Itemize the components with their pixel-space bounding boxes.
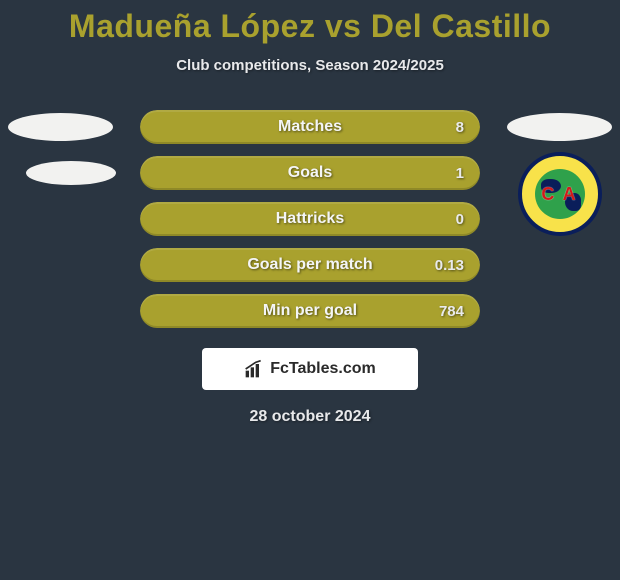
stat-label: Min per goal xyxy=(140,302,480,320)
stat-row: Goals per match 0.13 xyxy=(0,248,620,282)
stat-row: Matches 8 xyxy=(0,110,620,144)
stat-row: Hattricks 0 xyxy=(0,202,620,236)
date-label: 28 october 2024 xyxy=(0,408,620,426)
stat-label: Goals per match xyxy=(140,256,480,274)
stat-label: Goals xyxy=(140,164,480,182)
stat-bar: Goals 1 xyxy=(140,156,480,190)
stat-value: 1 xyxy=(456,165,464,182)
stat-value: 8 xyxy=(456,119,464,136)
brand-text: FcTables.com xyxy=(270,360,376,378)
stat-value: 0.13 xyxy=(435,257,464,274)
stat-bar: Matches 8 xyxy=(140,110,480,144)
stat-row: Goals 1 xyxy=(0,156,620,190)
stat-bar: Hattricks 0 xyxy=(140,202,480,236)
stat-bar: Goals per match 0.13 xyxy=(140,248,480,282)
infographic-root: Madueña López vs Del Castillo Club compe… xyxy=(0,0,620,426)
stat-row: Min per goal 784 xyxy=(0,294,620,328)
stat-label: Matches xyxy=(140,118,480,136)
stat-value: 784 xyxy=(439,303,464,320)
stat-value: 0 xyxy=(456,211,464,228)
bar-chart-icon xyxy=(244,359,264,379)
brand-badge[interactable]: FcTables.com xyxy=(202,348,418,390)
page-title: Madueña López vs Del Castillo xyxy=(0,8,620,45)
comparison-chart: C A Matches 8 Goals 1 Hattricks 0 xyxy=(0,110,620,328)
stat-label: Hattricks xyxy=(140,210,480,228)
page-subtitle: Club competitions, Season 2024/2025 xyxy=(0,57,620,74)
stat-bar: Min per goal 784 xyxy=(140,294,480,328)
